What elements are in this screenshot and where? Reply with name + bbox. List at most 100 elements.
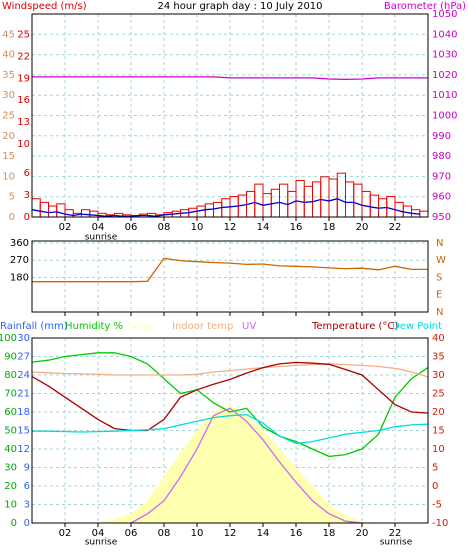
y3-tick-label: 45 xyxy=(2,29,15,40)
y3-tick-label: 0 xyxy=(24,518,30,529)
y2-tick-label: 980 xyxy=(432,151,451,162)
y3-tick-label: 15 xyxy=(17,426,30,437)
y2-tick-label: 35 xyxy=(432,352,445,363)
x-tick-label: 16 xyxy=(290,222,303,233)
y2-tick-label: 1050 xyxy=(432,9,457,20)
y-tick-label: 270 xyxy=(10,255,29,266)
x-tick-label: 02 xyxy=(59,528,72,539)
x-tick-label: 22 xyxy=(389,528,402,539)
y-tick-label: 20 xyxy=(4,481,17,492)
x-tick-label: 10 xyxy=(191,222,204,233)
legend-entry: Dew Point xyxy=(392,321,442,332)
y3-tick-label: 10 xyxy=(2,171,15,182)
legend-entry: Temperature (°C) xyxy=(311,321,398,332)
x-tick-label: 06 xyxy=(125,528,138,539)
plot-frame xyxy=(31,13,429,218)
y3-tick-label: 25 xyxy=(2,111,15,122)
y-tick-label: 6 xyxy=(24,168,30,179)
y-tick-label: 0 xyxy=(11,518,17,529)
y2-tick-label: 1010 xyxy=(432,90,457,101)
y2-tick-label: 1030 xyxy=(432,50,457,61)
y2-tick-label: 5 xyxy=(432,463,438,474)
legend-entry: Humidity % xyxy=(65,321,123,332)
y2-tick-label: 30 xyxy=(432,370,445,381)
y2-tick-label: 990 xyxy=(432,131,451,142)
y-tick-label: 80 xyxy=(4,370,17,381)
y2-tick-label: 1000 xyxy=(432,111,457,122)
legend-entry: Solar xyxy=(128,321,154,332)
x-tick-label: 08 xyxy=(158,528,171,539)
y2-tick-label: 1040 xyxy=(432,29,457,40)
y-tick-label: 13 xyxy=(17,117,30,128)
x-tick-label: 04 xyxy=(92,528,105,539)
y2-tick-label: 10 xyxy=(432,444,445,455)
y2-tick-label: N xyxy=(436,307,443,318)
y3-tick-label: 18 xyxy=(17,407,30,418)
annotation: sunrise xyxy=(380,538,413,548)
legend-entry: Indoor temp xyxy=(172,321,233,332)
y3-tick-label: 30 xyxy=(2,90,15,101)
series-line xyxy=(32,76,428,81)
x-tick-label: 14 xyxy=(257,528,270,539)
x-tick-label: 16 xyxy=(290,528,303,539)
y3-tick-label: 20 xyxy=(2,131,15,142)
x-tick-label: 08 xyxy=(158,222,171,233)
x-tick-label: 04 xyxy=(92,222,105,233)
y2-tick-label: 970 xyxy=(432,171,451,182)
y2-tick-label: S xyxy=(436,272,442,283)
plot-frame xyxy=(31,240,429,313)
y3-tick-label: 27 xyxy=(17,352,30,363)
y-tick-label: 25 xyxy=(17,29,30,40)
x-tick-label: 14 xyxy=(257,222,270,233)
y-tick-label: 3 xyxy=(24,190,30,201)
series-line xyxy=(32,413,429,445)
y-tick-label: 19 xyxy=(17,73,30,84)
plot-frame xyxy=(31,337,429,524)
series-line xyxy=(31,352,429,458)
x-tick-label: 10 xyxy=(191,528,204,539)
y3-tick-label: 12 xyxy=(17,444,30,455)
y3-tick-label: 15 xyxy=(2,151,15,162)
x-tick-label: 12 xyxy=(224,222,237,233)
y-tick-label: 10 xyxy=(4,500,17,511)
y2-tick-label: 0 xyxy=(432,481,438,492)
series-line xyxy=(31,363,429,378)
y-tick-label: 40 xyxy=(4,444,17,455)
y3-tick-label: 6 xyxy=(24,481,30,492)
y3-tick-label: 24 xyxy=(17,370,30,381)
plot-area xyxy=(32,241,428,312)
series-line xyxy=(31,361,429,432)
y2-tick-label: 960 xyxy=(432,192,451,203)
series-line xyxy=(32,257,428,283)
y3-tick-label: 21 xyxy=(17,389,30,400)
series-line xyxy=(31,198,420,217)
y2-tick-label: -10 xyxy=(432,518,448,529)
y3-tick-label: 9 xyxy=(24,463,30,474)
y2-tick-label: 15 xyxy=(432,426,445,437)
x-tick-label: 20 xyxy=(356,528,369,539)
y-tick-label: 360 xyxy=(10,238,29,249)
y2-tick-label: 40 xyxy=(432,333,445,344)
y-tick-label: 70 xyxy=(4,389,17,400)
y-tick-label: 180 xyxy=(10,272,29,283)
annotation: sunrise xyxy=(85,538,118,548)
y3-tick-label: 0 xyxy=(9,212,15,223)
y-tick-label: 10 xyxy=(17,139,30,150)
y2-tick-label: W xyxy=(436,255,446,266)
y3-tick-label: 3 xyxy=(24,500,30,511)
y-tick-label: 50 xyxy=(4,426,17,437)
y2-tick-label: 20 xyxy=(432,407,445,418)
y2-tick-label: 950 xyxy=(432,212,451,223)
x-tick-label: 06 xyxy=(125,222,138,233)
y3-tick-label: 35 xyxy=(2,70,15,81)
y2-tick-label: 25 xyxy=(432,389,445,400)
x-tick-label: 18 xyxy=(323,222,336,233)
y2-tick-label: E xyxy=(436,290,442,301)
x-tick-label: 22 xyxy=(389,222,402,233)
x-tick-label: 20 xyxy=(356,222,369,233)
y-tick-label: 90 xyxy=(4,352,17,363)
series-line xyxy=(130,407,363,524)
y2-axis-title: Barometer (hPa) xyxy=(384,1,466,12)
annotation: sunrise xyxy=(85,233,118,243)
